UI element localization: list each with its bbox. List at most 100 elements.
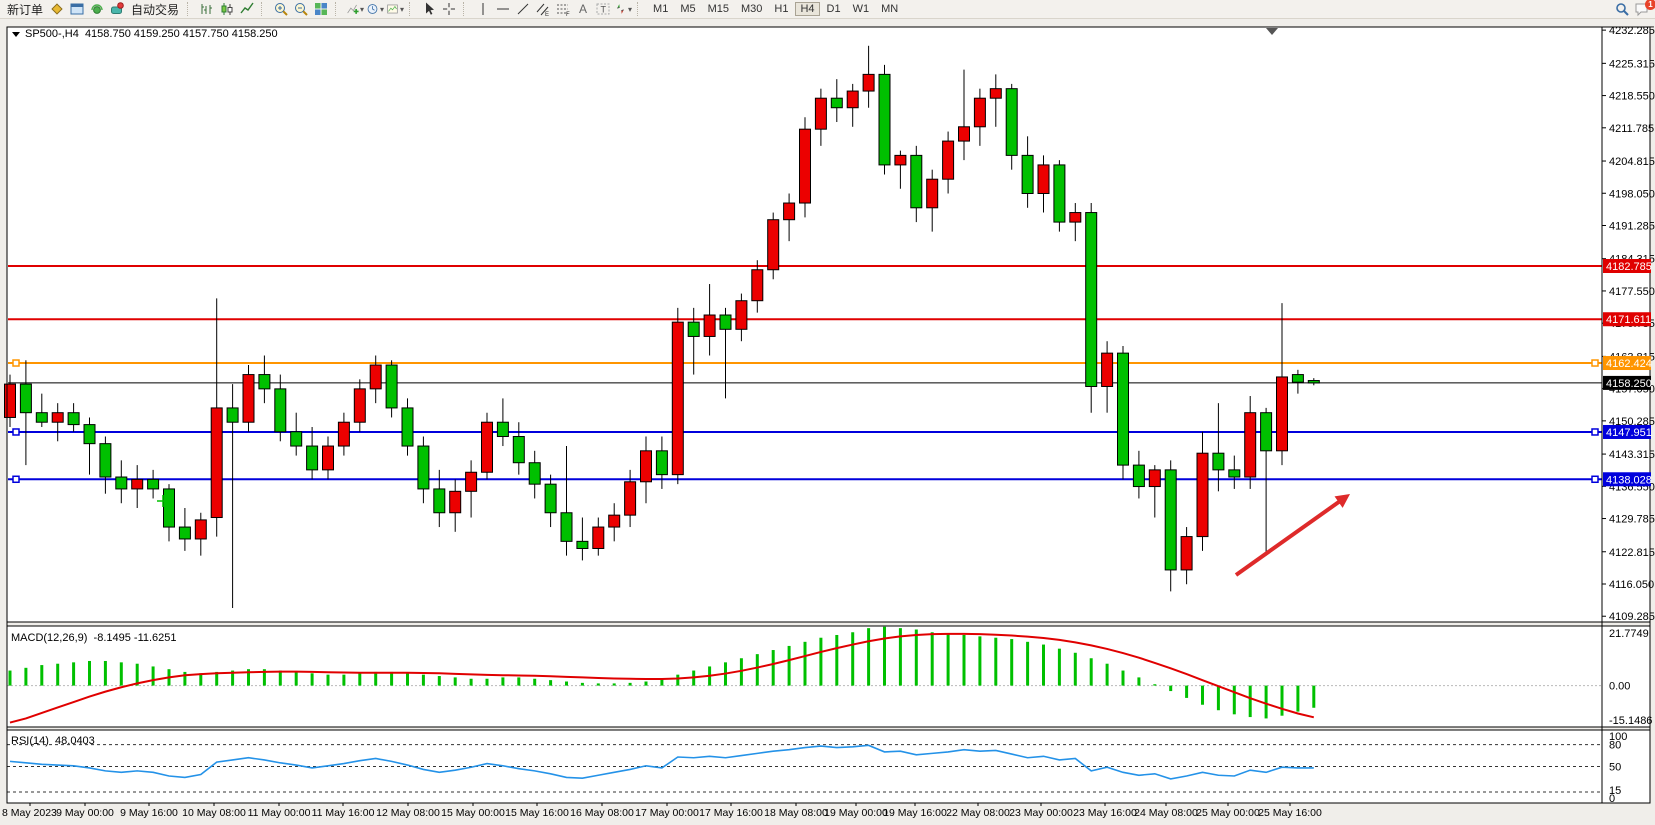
price-tick-label: 4218.550 (1609, 91, 1655, 103)
candle (481, 412, 493, 480)
time-tick-label: 23 May 16:00 (1073, 807, 1137, 819)
candle (989, 74, 1002, 127)
tile-windows-icon[interactable] (312, 1, 330, 17)
dropdown-caret-icon[interactable]: ▾ (360, 4, 365, 14)
timeframe-mn-button[interactable]: MN (881, 3, 899, 15)
search-icon[interactable] (1613, 1, 1631, 17)
timeframe-h4-button[interactable]: H4 (795, 2, 820, 16)
channel-icon[interactable]: E (534, 1, 552, 17)
dropdown-caret-icon[interactable]: ▾ (380, 4, 385, 14)
timeframe-m1-button[interactable]: M1 (653, 3, 669, 15)
rsi-value: 48.0403 (55, 735, 95, 747)
candle (1228, 455, 1241, 489)
chart-frame (6, 26, 1651, 804)
toolbar-separator (261, 2, 267, 16)
time-tick-label: 25 May 16:00 (1258, 807, 1322, 819)
text-label-icon[interactable]: T (594, 1, 612, 17)
bar-chart-icon[interactable] (198, 1, 216, 17)
line-anchor-handle[interactable] (1591, 359, 1599, 367)
timeframe-w1-button[interactable]: W1 (852, 3, 870, 15)
zoom-in-icon[interactable] (272, 1, 290, 17)
symbol-title: SP500-,H4 4158.750 4159.250 4157.750 415… (12, 28, 278, 40)
candle (210, 298, 223, 537)
price-tick-label: 4177.550 (1609, 286, 1655, 298)
periods-icon[interactable]: ▾ (366, 1, 384, 17)
text-icon[interactable]: A (574, 1, 592, 17)
line-anchor-handle[interactable] (1591, 475, 1599, 484)
macd-signal-line (9, 632, 1315, 724)
rsi-line (9, 744, 1314, 780)
macd-scale-label: 0.00 (1609, 681, 1630, 693)
timeframe-m15-button[interactable]: M15 (707, 3, 729, 15)
candle (560, 446, 573, 556)
autotrading-button[interactable]: 自动交易 (131, 2, 180, 17)
time-tick-label: 22 May 08:00 (946, 807, 1010, 819)
cursor-icon[interactable] (420, 1, 438, 17)
line-chart-icon[interactable] (238, 1, 256, 17)
dropdown-caret-icon[interactable]: ▾ (400, 4, 405, 14)
rsi-scale-label: 100 (1609, 731, 1627, 743)
candle (703, 284, 716, 356)
new-order-button[interactable]: 新订单 (7, 2, 44, 17)
time-tick-label: 17 May 00:00 (635, 807, 699, 819)
price-tick-label: 4191.285 (1609, 220, 1655, 232)
chat-icon[interactable]: 1 (1633, 0, 1655, 17)
time-axis[interactable]: 8 May 2023 9 May 00:00 9 May 16:00 10 May 0… (2, 803, 1322, 819)
one-click-trading-icon[interactable] (12, 32, 20, 37)
pane-splitter[interactable] (7, 622, 1650, 626)
price-chart[interactable]: 4232.285 4225.315 4218.550 4211.785 4204.815… (0, 19, 1655, 825)
metaquotes-diamond-icon[interactable] (48, 1, 66, 17)
trend-arrow-object[interactable] (1234, 497, 1345, 577)
dropdown-caret-icon[interactable]: ▾ (628, 4, 633, 14)
pane-splitter[interactable] (7, 727, 1650, 730)
candle (496, 398, 509, 447)
candle (401, 398, 414, 456)
timeframe-m5-button[interactable]: M5 (680, 3, 696, 15)
time-tick-label: 9 May 16:00 (120, 807, 178, 819)
macd-scale-label: 21.7749 (1609, 628, 1649, 640)
candle (4, 374, 16, 427)
chart-window-icon[interactable] (68, 1, 86, 17)
fibonacci-icon[interactable]: F (554, 1, 572, 17)
time-tick-label: 8 May 2023 (2, 807, 57, 819)
timeframe-d1-button[interactable]: D1 (826, 3, 841, 15)
zoom-out-icon[interactable] (292, 1, 310, 17)
candlestick-chart-icon[interactable] (218, 1, 236, 17)
signals-icon[interactable] (88, 1, 106, 17)
line-anchor-handle[interactable] (12, 428, 20, 436)
ohlc-readout: 4158.750 4159.250 4157.750 4158.250 (84, 28, 278, 40)
line-anchor-handle[interactable] (12, 475, 20, 484)
toolbar-separator (409, 2, 415, 16)
timeframe-m30-button[interactable]: M30 (741, 3, 763, 15)
trendline-icon[interactable] (514, 1, 532, 17)
candle (1164, 460, 1177, 592)
toolbar-separator (187, 2, 193, 16)
candle (576, 517, 589, 561)
candle (1037, 155, 1050, 213)
candle (1053, 160, 1066, 232)
svg-text:T: T (601, 5, 607, 15)
line-anchor-handle[interactable] (1591, 428, 1599, 436)
autotrading-icon[interactable] (108, 1, 126, 17)
price-axis[interactable]: 4232.285 4225.315 4218.550 4211.785 4204.815… (1602, 25, 1655, 805)
vertical-line-icon[interactable] (474, 1, 492, 17)
trade-cross-marker[interactable] (157, 495, 169, 507)
line-anchor-handle[interactable] (12, 359, 20, 367)
price-tick-label: 4109.285 (1609, 611, 1655, 623)
trend-arrow-head[interactable] (1334, 494, 1350, 508)
candle (35, 393, 48, 427)
arrows-icon[interactable]: ▾ (614, 1, 632, 17)
timeframe-h1-button[interactable]: H1 (774, 3, 789, 15)
candle (1244, 396, 1257, 489)
candle (592, 517, 605, 556)
candle (671, 307, 684, 485)
price-tick-label: 4198.050 (1609, 188, 1655, 200)
templates-icon[interactable]: ▾ (386, 1, 404, 17)
candle (369, 355, 382, 404)
indicators-icon[interactable]: ▾ (346, 1, 364, 17)
horizontal-line-icon[interactable] (494, 1, 512, 17)
candle (274, 374, 287, 442)
line-price-label: 4162.424 (1606, 358, 1652, 370)
chart-shift-marker[interactable] (1266, 28, 1278, 35)
crosshair-icon[interactable] (440, 1, 458, 17)
